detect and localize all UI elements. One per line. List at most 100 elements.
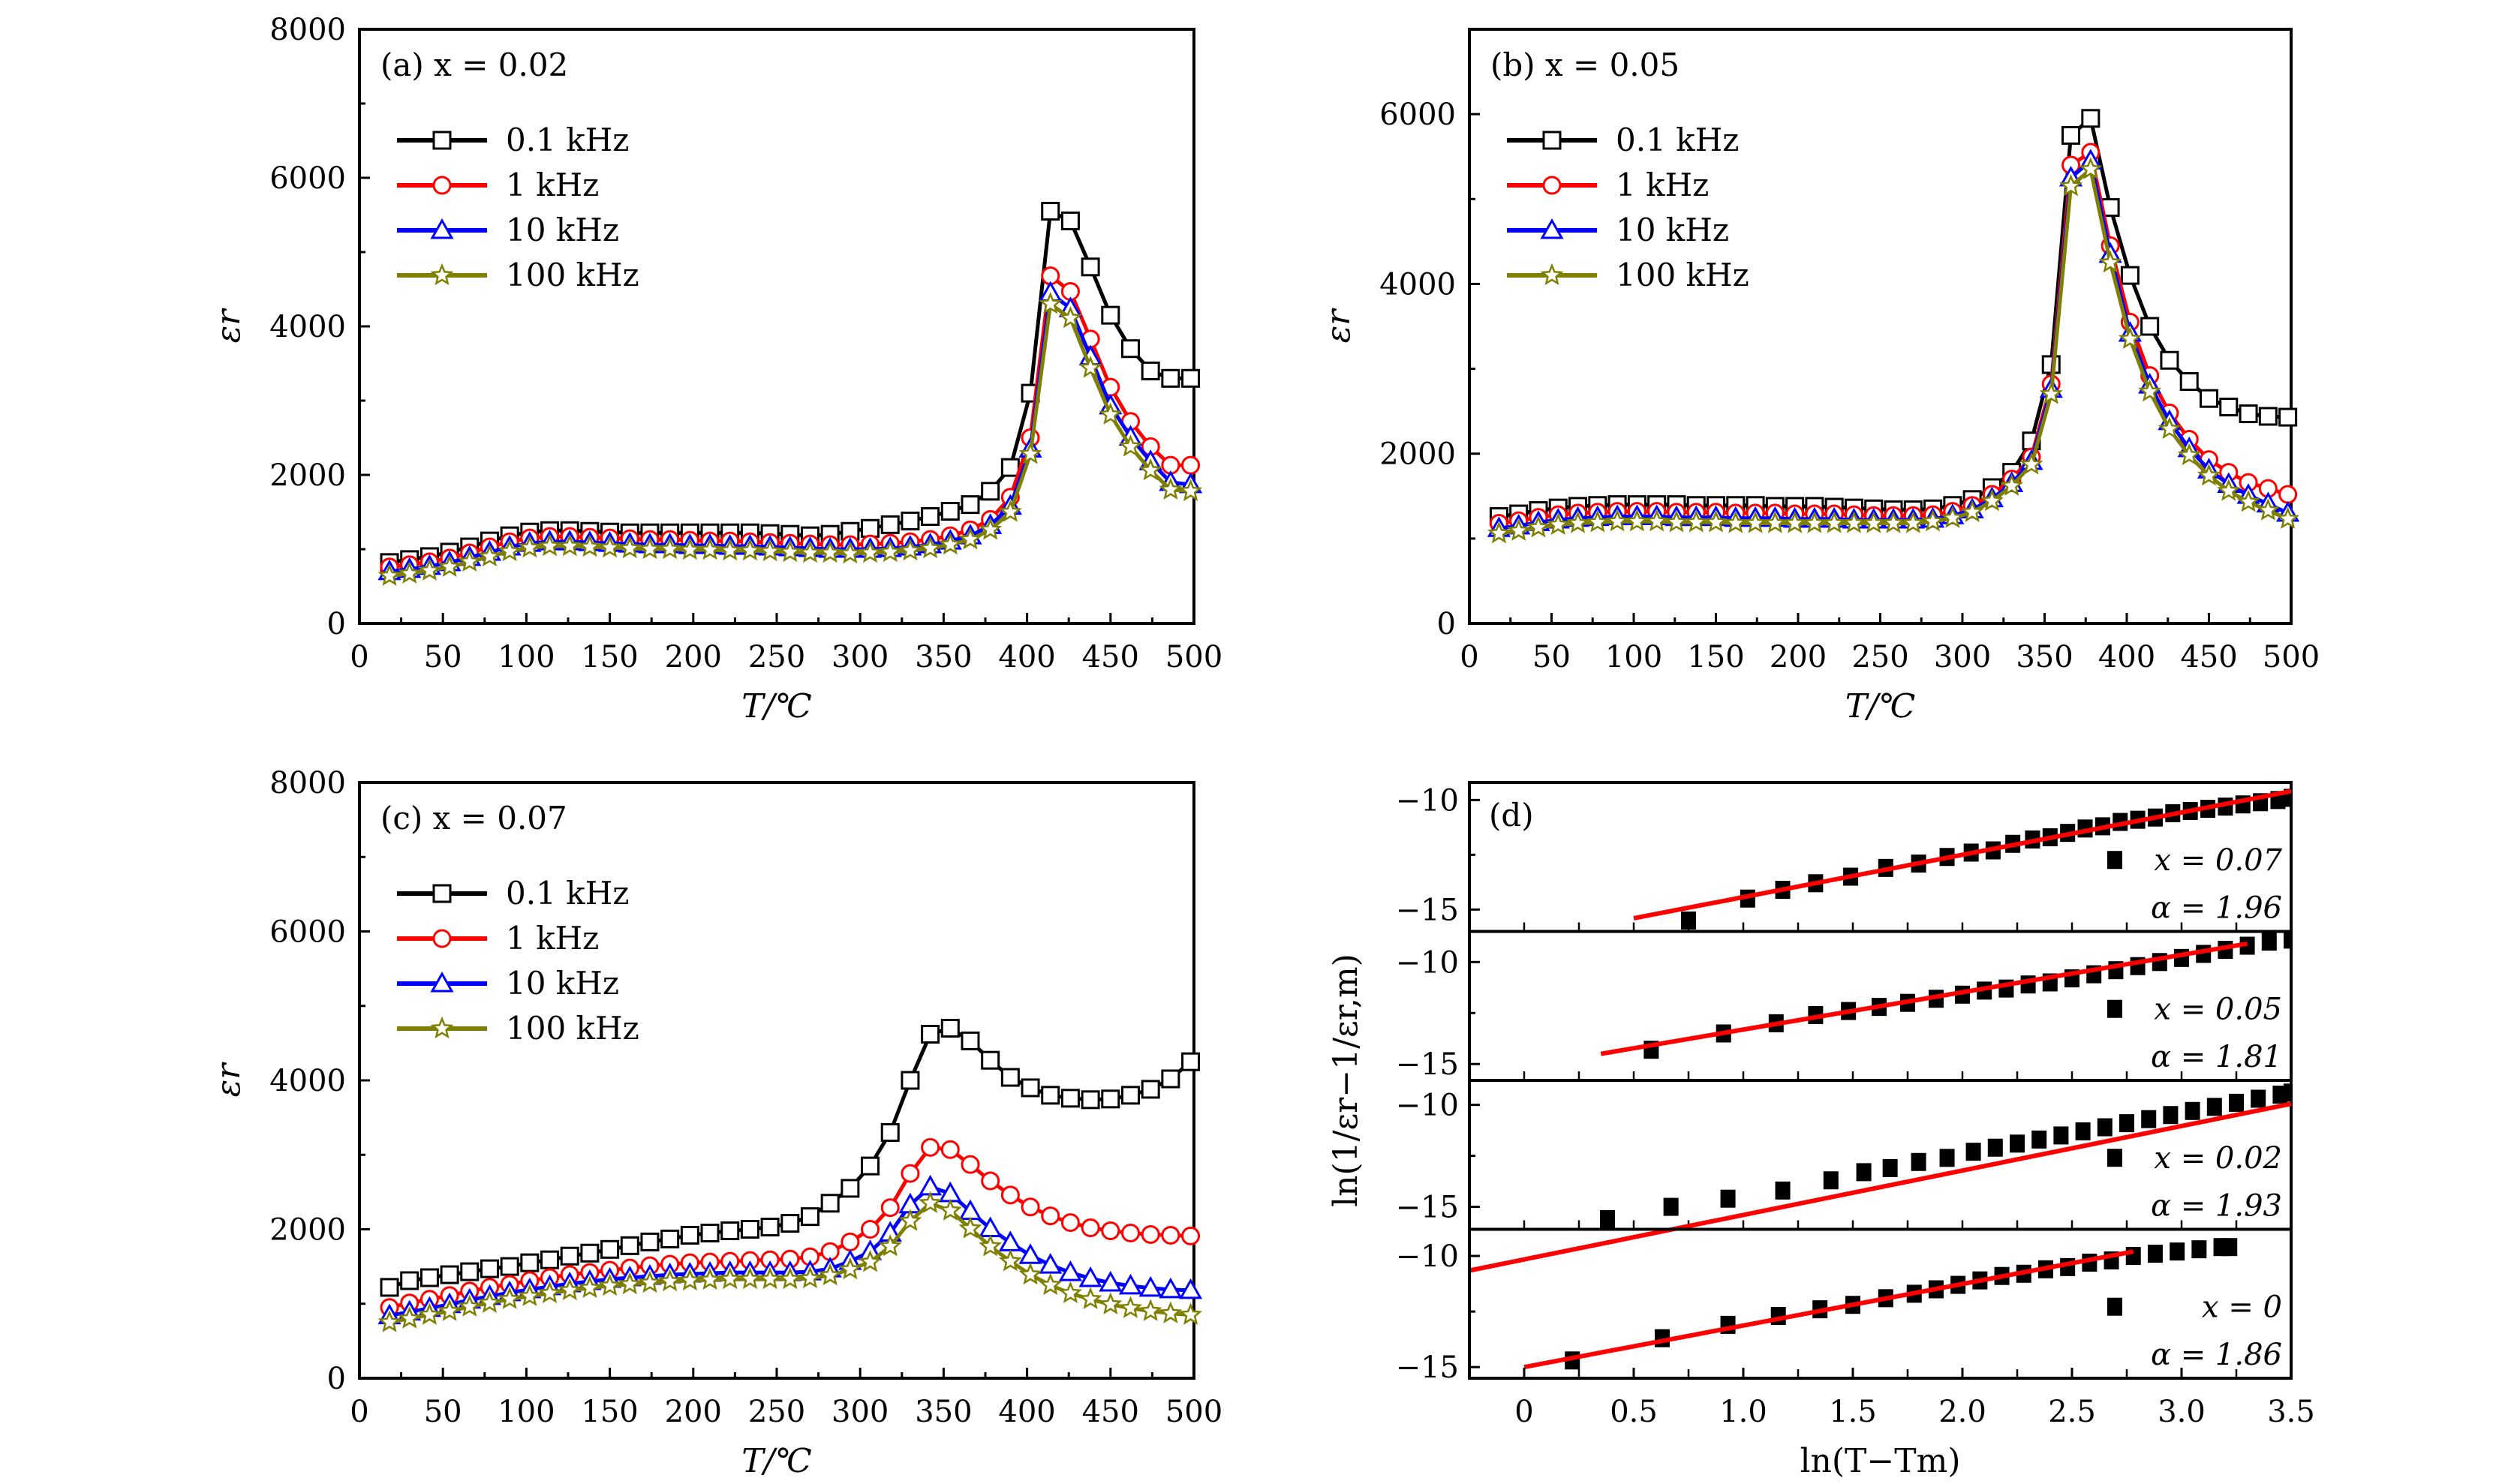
data-point <box>2219 397 2239 416</box>
data-point <box>1021 1197 1040 1217</box>
panel-c: 0 50 100 150 200 250 300 350 400 450 500 0 2000 4000 6… <box>209 766 1222 1480</box>
legend-entry: 1 kHz <box>1616 167 1709 203</box>
legend-marker <box>430 263 454 286</box>
data-point <box>638 536 662 560</box>
legend-marker <box>1542 131 1562 150</box>
data-point <box>1120 1086 1140 1105</box>
data-point <box>2261 933 2277 951</box>
data-point <box>880 515 900 534</box>
data-point <box>1060 1213 1080 1233</box>
data-point <box>2039 382 2063 404</box>
data-point <box>1099 1270 1123 1292</box>
data-point <box>818 540 842 563</box>
data-point <box>1566 511 1590 533</box>
x-tick-label: 200 <box>1770 640 1827 674</box>
legend-marker <box>430 218 454 239</box>
data-point <box>398 561 422 584</box>
panel-label: (b) x = 0.05 <box>1490 47 1680 83</box>
data-point <box>1181 455 1201 475</box>
data-point <box>1078 1266 1102 1287</box>
series-10-kHz: 10 kHz <box>1487 149 2300 537</box>
legend-entry: x = 0.02 <box>2154 1141 2282 1176</box>
data-point <box>760 1218 780 1237</box>
data-point <box>2059 174 2083 197</box>
panel-a: 0 50 100 150 200 250 300 350 400 450 500 0 2000 4000 6… <box>209 13 1222 725</box>
data-point <box>2120 266 2140 285</box>
data-point <box>979 1234 1003 1257</box>
data-point <box>2019 452 2043 475</box>
legend-entry: 10 kHz <box>506 212 619 248</box>
data-point <box>2284 931 2291 949</box>
data-point <box>1862 511 1886 533</box>
x-tick-label: 100 <box>498 1395 555 1429</box>
x-tick-label: 400 <box>2098 640 2155 674</box>
x-axis-title: ln(T−Tm) <box>1800 1442 1960 1480</box>
legend-marker <box>432 131 452 150</box>
data-point <box>478 1290 501 1313</box>
legend-marker <box>432 884 452 903</box>
data-point <box>921 1137 940 1157</box>
data-point <box>740 1220 759 1239</box>
data-point <box>1141 1080 1160 1099</box>
data-point <box>1159 1277 1183 1299</box>
data-point <box>618 536 642 559</box>
data-point <box>2200 389 2218 408</box>
legend-entry: 1 kHz <box>506 167 599 203</box>
data-point <box>1141 1224 1160 1244</box>
data-point <box>600 1239 620 1259</box>
x-tick-label: 200 <box>665 640 722 674</box>
series-line <box>389 1026 1192 1290</box>
x-tick-label: 450 <box>1082 1395 1139 1429</box>
data-point <box>1179 479 1202 501</box>
data-point <box>2229 1093 2244 1112</box>
data-point <box>2160 350 2179 370</box>
subplot-3: −10 −15 x = 0.02 α = 1.93 <box>1396 1079 2293 1273</box>
data-point <box>859 1249 882 1272</box>
series-1-kHz: 1 kHz <box>380 920 1201 1317</box>
y-tick-label: −10 <box>1396 1089 1459 1123</box>
x-tick-label: 0 <box>350 1395 368 1429</box>
data-point <box>1018 1243 1042 1264</box>
data-point <box>377 1310 401 1332</box>
data-point <box>498 1287 522 1309</box>
data-point <box>2118 326 2142 350</box>
data-point <box>1161 1225 1180 1245</box>
data-point <box>1021 1078 1040 1098</box>
x-tick-label: 0 <box>1514 1395 1533 1429</box>
data-point <box>820 1194 840 1213</box>
data-point <box>880 1122 900 1142</box>
data-point <box>380 1278 399 1297</box>
data-point <box>718 1266 742 1290</box>
data-point <box>998 1230 1022 1251</box>
y-tick-label: 2000 <box>269 458 346 493</box>
data-point <box>420 1268 439 1287</box>
data-point <box>1120 1223 1140 1242</box>
series-1-kHz: 1 kHz <box>1489 143 2298 533</box>
y-tick-label: −15 <box>1396 1047 1459 1082</box>
data-point <box>2251 1089 2266 1108</box>
y-axis-title: εr <box>209 1062 248 1098</box>
y-tick-label: 4000 <box>269 1064 346 1098</box>
x-tick-label: 400 <box>998 1395 1055 1429</box>
data-point <box>818 1263 842 1286</box>
data-point <box>1000 1185 1020 1205</box>
data-point <box>1901 511 1925 533</box>
data-point <box>1775 1181 1791 1200</box>
x-tick-label: 350 <box>915 640 972 674</box>
data-point <box>798 540 822 563</box>
data-point <box>938 1198 962 1221</box>
data-point <box>1041 1086 1060 1105</box>
series-0_1-kHz: 0.1 kHz <box>1489 109 2298 526</box>
x-tick-label: 3.5 <box>2267 1395 2315 1429</box>
data-point <box>2177 443 2201 466</box>
data-point <box>1101 305 1120 325</box>
data-point <box>698 537 722 560</box>
data-point <box>861 1156 880 1176</box>
x-tick-label: 0 <box>1460 640 1478 674</box>
data-point <box>680 1225 699 1245</box>
data-point <box>1181 1226 1201 1245</box>
alpha-annotation: α = 1.96 <box>2151 891 2282 926</box>
data-point <box>1181 368 1201 388</box>
subplot-data <box>1633 789 2291 930</box>
data-point <box>2097 1118 2113 1137</box>
